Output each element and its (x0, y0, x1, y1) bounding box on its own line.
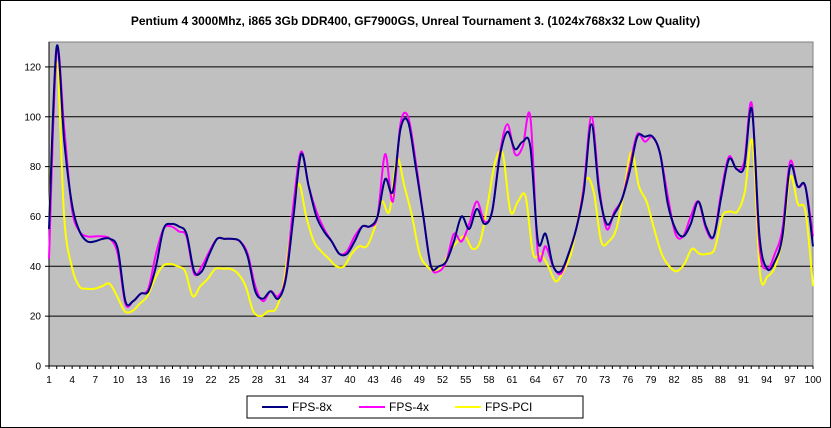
x-tick-label: 67 (553, 375, 565, 386)
x-tick-label: 10 (113, 375, 125, 386)
x-tick-label: 43 (368, 375, 380, 386)
x-tick-label: 91 (738, 375, 750, 386)
y-tick-label: 120 (24, 62, 41, 73)
x-tick-label: 100 (805, 375, 822, 386)
x-tick-label: 76 (622, 375, 634, 386)
legend-label-fps-pci: FPS-PCI (485, 400, 532, 414)
x-tick-label: 49 (414, 375, 426, 386)
x-tick-label: 58 (483, 375, 495, 386)
x-tick-label: 22 (205, 375, 217, 386)
y-tick-label: 40 (30, 262, 42, 273)
x-tick-label: 88 (715, 375, 727, 386)
x-tick-label: 94 (761, 375, 773, 386)
x-tick-label: 13 (136, 375, 148, 386)
y-tick-label: 80 (30, 162, 42, 173)
x-tick-label: 61 (506, 375, 518, 386)
x-tick-label: 34 (298, 375, 310, 386)
x-tick-label: 46 (391, 375, 403, 386)
series-lines (48, 44, 814, 318)
legend-label-fps-4x: FPS-4x (389, 400, 429, 414)
plot-area (48, 41, 814, 367)
x-tick-label: 52 (437, 375, 449, 386)
x-tick-label: 16 (159, 375, 171, 386)
series-line-fps-8x (48, 44, 814, 307)
x-tick-label: 4 (69, 375, 75, 386)
x-tick-label: 7 (93, 375, 99, 386)
legend-label-fps-8x: FPS-8x (292, 400, 332, 414)
x-tick-label: 79 (645, 375, 657, 386)
y-tick-label: 0 (35, 362, 41, 373)
x-tick-label: 85 (692, 375, 704, 386)
x-tick-label: 70 (576, 375, 588, 386)
y-tick-label: 60 (30, 212, 42, 223)
y-tick-label: 20 (30, 312, 42, 323)
x-tick-label: 64 (530, 375, 542, 386)
x-tick-label: 1 (46, 375, 52, 386)
x-tick-label: 73 (599, 375, 611, 386)
legend-box (246, 395, 584, 419)
y-axis-ticks: 0 20 40 60 80 100 120 (24, 62, 49, 373)
x-tick-label: 25 (229, 375, 241, 386)
series-line-fps-pci (48, 60, 814, 318)
x-tick-label: 82 (669, 375, 681, 386)
x-axis-ticks: 1 4 7 10 13 16 19 22 25 28 31 34 37 40 43 46 49 52 55 58 61 6… (46, 366, 822, 386)
x-tick-label: 97 (784, 375, 796, 386)
x-tick-label: 55 (460, 375, 472, 386)
chart-title: Pentium 4 3000Mhz, i865 3Gb DDR400, GF79… (130, 14, 701, 28)
x-tick-label: 31 (275, 375, 287, 386)
y-tick-label: 100 (24, 112, 41, 123)
x-tick-label: 19 (182, 375, 194, 386)
x-tick-label: 37 (321, 375, 333, 386)
x-tick-label: 28 (252, 375, 264, 386)
legend: FPS-8x FPS-4x FPS-PCI (246, 395, 584, 419)
gridlines (49, 66, 813, 317)
x-tick-label: 40 (344, 375, 356, 386)
